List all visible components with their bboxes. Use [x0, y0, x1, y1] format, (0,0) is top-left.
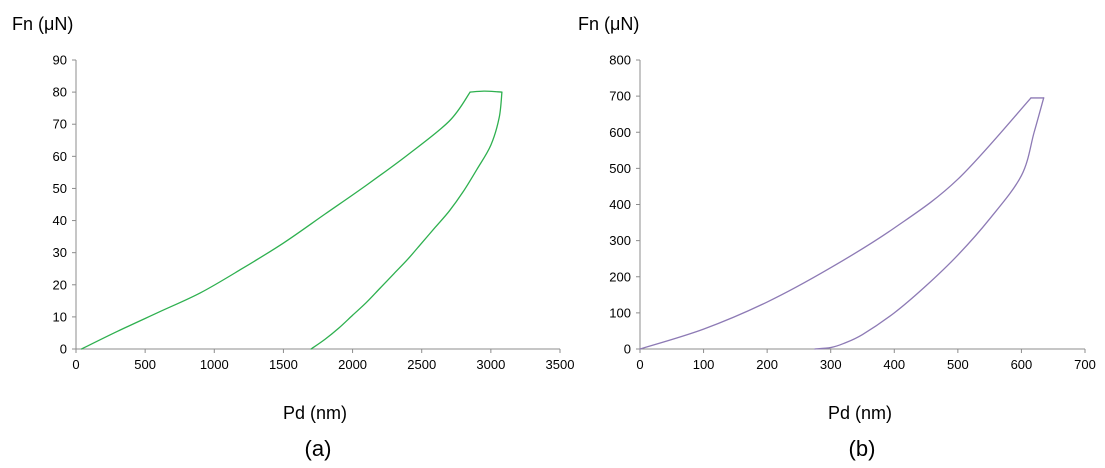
y-axis-title: Fn (μN) [12, 14, 73, 34]
y-tick-label: 20 [53, 277, 67, 292]
y-tick-label: 0 [60, 342, 67, 357]
series-line-loading [80, 91, 471, 350]
y-tick-label: 70 [53, 117, 67, 132]
series-line-unloading [814, 97, 1045, 350]
x-axis-title: Pd (nm) [283, 403, 347, 423]
y-tick-label: 30 [53, 245, 67, 260]
y-tick-label: 400 [609, 197, 631, 212]
x-tick-label: 0 [72, 357, 79, 372]
series-line-loading [639, 97, 1032, 350]
y-tick-label: 100 [609, 305, 631, 320]
x-tick-label: 2000 [338, 357, 367, 372]
x-axis-title: Pd (nm) [828, 403, 892, 423]
y-tick-label: 90 [53, 53, 67, 68]
x-tick-label: 300 [820, 357, 842, 372]
x-tick-label: 0 [636, 357, 643, 372]
panel-label: (a) [305, 436, 332, 461]
y-tick-label: 300 [609, 233, 631, 248]
panel-label: (b) [849, 436, 876, 461]
x-tick-label: 500 [134, 357, 156, 372]
x-tick-label: 600 [1011, 357, 1033, 372]
x-tick-label: 500 [947, 357, 969, 372]
y-tick-label: 200 [609, 269, 631, 284]
y-tick-label: 500 [609, 161, 631, 176]
x-tick-label: 700 [1074, 357, 1096, 372]
x-tick-label: 2500 [407, 357, 436, 372]
x-tick-label: 1500 [269, 357, 298, 372]
chart-panel-b: 0 100 200 300 400 500 600 700 800 0 100 200 300 400 50… [578, 14, 1096, 461]
x-tick-label: 400 [883, 357, 905, 372]
y-tick-label: 10 [53, 309, 67, 324]
y-tick-label: 80 [53, 85, 67, 100]
x-tick-label: 100 [693, 357, 715, 372]
x-tick-label: 3500 [546, 357, 575, 372]
x-tick-label: 200 [756, 357, 778, 372]
y-tick-label: 50 [53, 181, 67, 196]
y-axis-title: Fn (μN) [578, 14, 639, 34]
series-line-unloading [310, 91, 503, 350]
series-line-hold [469, 90, 503, 93]
y-tick-label: 40 [53, 213, 67, 228]
y-tick-label: 700 [609, 89, 631, 104]
chart-panel-a: 0 10 20 30 40 50 60 70 80 90 0 500 1000 1500 2000 2500 3… [12, 14, 574, 461]
y-tick-label: 800 [609, 53, 631, 68]
y-tick-label: 600 [609, 125, 631, 140]
x-tick-label: 3000 [476, 357, 505, 372]
y-tick-label: 0 [624, 342, 631, 357]
y-tick-label: 60 [53, 149, 67, 164]
x-tick-label: 1000 [200, 357, 229, 372]
